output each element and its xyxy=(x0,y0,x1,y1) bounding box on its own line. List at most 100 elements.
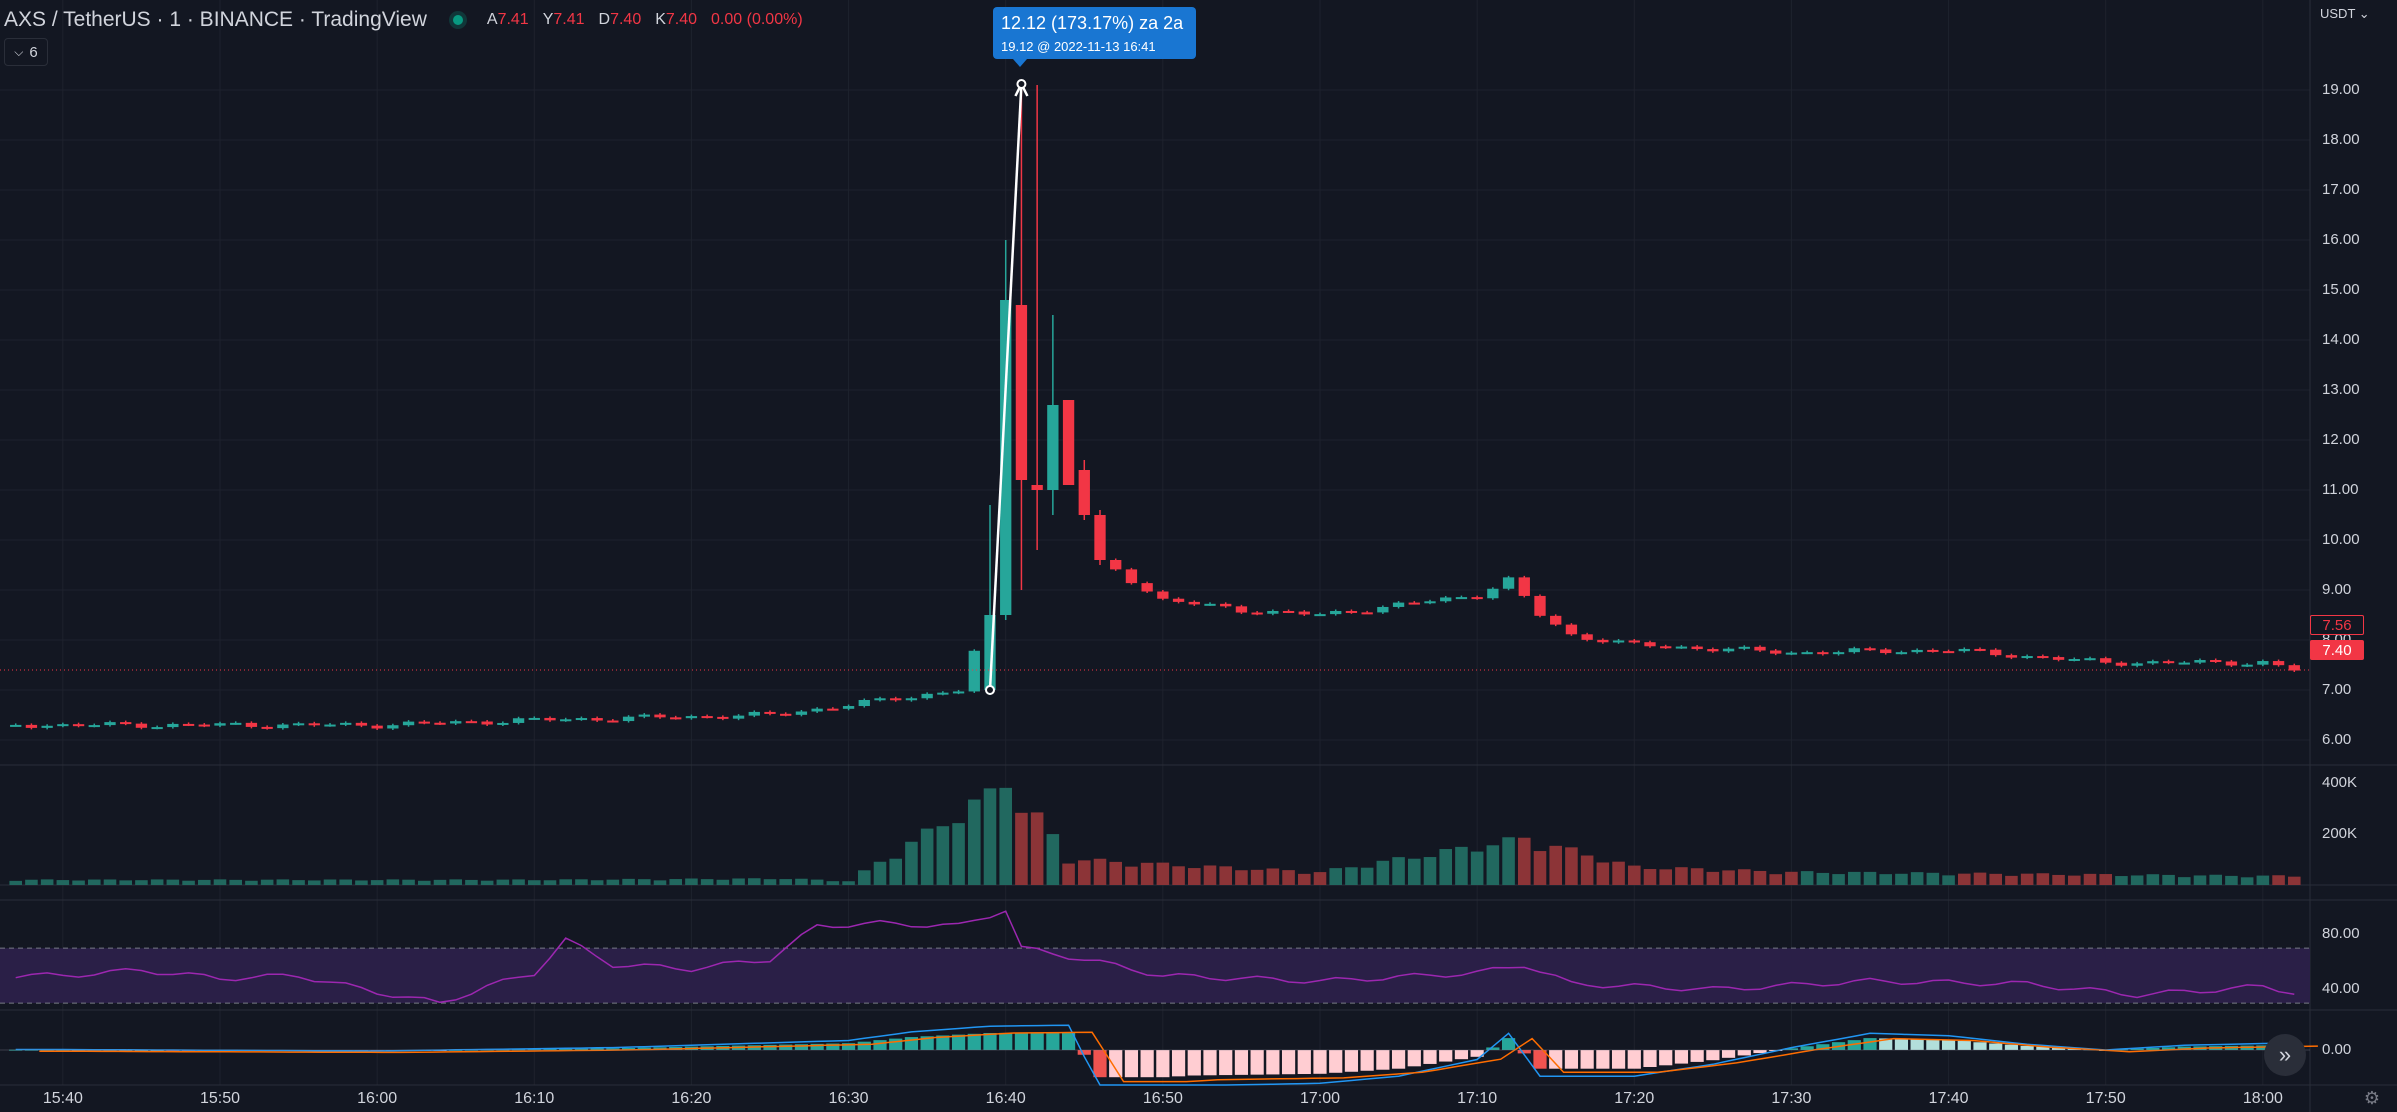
volume-bar-1043 xyxy=(1675,867,1688,885)
macd-bar-1036 xyxy=(1564,1050,1579,1069)
volume-bar-977 xyxy=(638,879,651,885)
macd-bar-1057 xyxy=(1894,1038,1909,1050)
candle-body-1070 xyxy=(2100,658,2112,663)
macd-bar-997 xyxy=(951,1034,966,1050)
macd-tick-label-0: 0.00 xyxy=(2322,1041,2352,1058)
currency-unit-dropdown[interactable]: USDT ⌄ xyxy=(2320,6,2370,21)
time-tick-label-5: 16:30 xyxy=(828,1090,869,1107)
volume-bar-1072 xyxy=(2130,875,2144,885)
volume-bar-1003 xyxy=(1046,834,1060,885)
macd-bar-972 xyxy=(559,1048,573,1050)
candle-body-954 xyxy=(277,724,289,729)
volume-bar-982 xyxy=(716,879,730,885)
macd-bar-1055 xyxy=(1863,1038,1877,1050)
candle-body-997 xyxy=(952,691,965,694)
candle-body-949 xyxy=(198,724,210,727)
measure-start-point xyxy=(985,685,995,695)
double-chevron-right-icon: » xyxy=(2278,1042,2292,1067)
volume-bar-986 xyxy=(779,879,792,885)
volume-bar-944 xyxy=(119,880,132,885)
candle-body-1002 xyxy=(1031,485,1043,490)
price-tick-label-9: 10.00 xyxy=(2322,531,2360,548)
chevron-down-icon: ⌵ xyxy=(14,44,24,59)
volume-bar-1053 xyxy=(1832,874,1845,885)
candle-body-941 xyxy=(72,724,85,727)
volume-bar-1011 xyxy=(1172,866,1185,885)
rsi-line xyxy=(15,910,2295,1004)
macd-bar-1004 xyxy=(1061,1032,1076,1050)
time-tick-label-14: 18:00 xyxy=(2242,1090,2283,1107)
macd-bar-1024 xyxy=(1376,1050,1390,1070)
macd-bar-1056 xyxy=(1879,1038,1893,1050)
volume-bar-1081 xyxy=(2272,875,2285,885)
volume-bar-971 xyxy=(543,880,557,885)
candle-body-1015 xyxy=(1235,606,1248,613)
candle-body-1029 xyxy=(1455,597,1468,600)
macd-bar-1000 xyxy=(999,1032,1013,1050)
volume-bar-1017 xyxy=(1266,868,1280,885)
symbol-title[interactable]: AXS / TetherUS · 1 · BINANCE · TradingVi… xyxy=(4,8,427,31)
candle-body-1073 xyxy=(2147,661,2159,664)
candle-body-973 xyxy=(575,718,588,721)
candle-body-1065 xyxy=(2021,656,2033,659)
candle-body-1074 xyxy=(2162,661,2175,664)
volume-bar-938 xyxy=(25,879,38,885)
candle-body-946 xyxy=(151,727,163,730)
price-tick-label-1: 18.00 xyxy=(2322,131,2360,148)
volume-bar-1073 xyxy=(2146,874,2160,885)
settings-gear-icon[interactable]: ⚙ xyxy=(2363,1087,2381,1108)
volume-bar-1061 xyxy=(1958,873,1971,885)
volume-bar-1034 xyxy=(1533,851,1547,885)
macd-bar-1032 xyxy=(1501,1038,1516,1050)
volume-bar-1008 xyxy=(1125,866,1138,885)
candle-body-1061 xyxy=(1958,648,1970,652)
volume-bar-1032 xyxy=(1502,837,1515,885)
candle-body-1051 xyxy=(1801,652,1813,655)
volume-bar-968 xyxy=(496,879,510,885)
macd-bar-1019 xyxy=(1297,1050,1311,1075)
macd-bar-1041 xyxy=(1643,1050,1657,1067)
candle-body-1040 xyxy=(1628,640,1640,643)
candle-body-985 xyxy=(764,711,776,714)
time-tick-label-7: 16:50 xyxy=(1142,1090,1183,1107)
volume-bar-951 xyxy=(229,879,242,885)
price-tick-label-5: 14.00 xyxy=(2322,331,2360,348)
volume-bar-1048 xyxy=(1753,870,1767,885)
macd-bar-1071 xyxy=(2114,1049,2129,1051)
macd-bar-1015 xyxy=(1234,1050,1249,1075)
volume-bar-940 xyxy=(56,880,70,885)
macd-bar-974 xyxy=(590,1048,604,1050)
time-tick-label-12: 17:40 xyxy=(1928,1090,1969,1107)
volume-bar-996 xyxy=(936,826,950,885)
macd-bar-1027 xyxy=(1423,1050,1437,1064)
macd-bar-1020 xyxy=(1313,1050,1327,1074)
candle-body-938 xyxy=(25,724,38,728)
candle-body-1014 xyxy=(1220,603,1232,607)
volume-bar-1037 xyxy=(1580,855,1594,885)
candle-body-955 xyxy=(292,723,305,726)
volume-bar-1020 xyxy=(1313,872,1327,885)
time-tick-label-13: 17:50 xyxy=(2085,1090,2126,1107)
candle-body-950 xyxy=(214,723,226,726)
volume-bar-1052 xyxy=(1816,872,1830,885)
volume-bar-995 xyxy=(920,828,934,885)
scroll-to-realtime-button[interactable]: » xyxy=(2264,1034,2306,1076)
volume-bar-1022 xyxy=(1345,867,1358,885)
volume-bar-1067 xyxy=(2052,874,2065,885)
measure-tooltip: 12.12 (173.17%) za 2a 19.12 @ 2022-11-13… xyxy=(993,7,1196,67)
volume-bar-1027 xyxy=(1423,857,1437,885)
macd-bar-1003 xyxy=(1046,1032,1060,1050)
volume-bar-990 xyxy=(842,881,855,885)
volume-bar-973 xyxy=(575,879,588,885)
macd-line xyxy=(15,1024,2295,1086)
chart-header: AXS / TetherUS · 1 · BINANCE · TradingVi… xyxy=(4,4,803,36)
volume-bar-1029 xyxy=(1455,846,1468,885)
volume-bar-1025 xyxy=(1392,857,1405,885)
indicators-collapse-button[interactable]: ⌵ 6 xyxy=(4,38,48,66)
candle-body-1026 xyxy=(1408,602,1420,605)
candle-body-982 xyxy=(717,716,729,719)
candle-body-983 xyxy=(732,715,745,719)
candle-body-937 xyxy=(10,724,22,727)
